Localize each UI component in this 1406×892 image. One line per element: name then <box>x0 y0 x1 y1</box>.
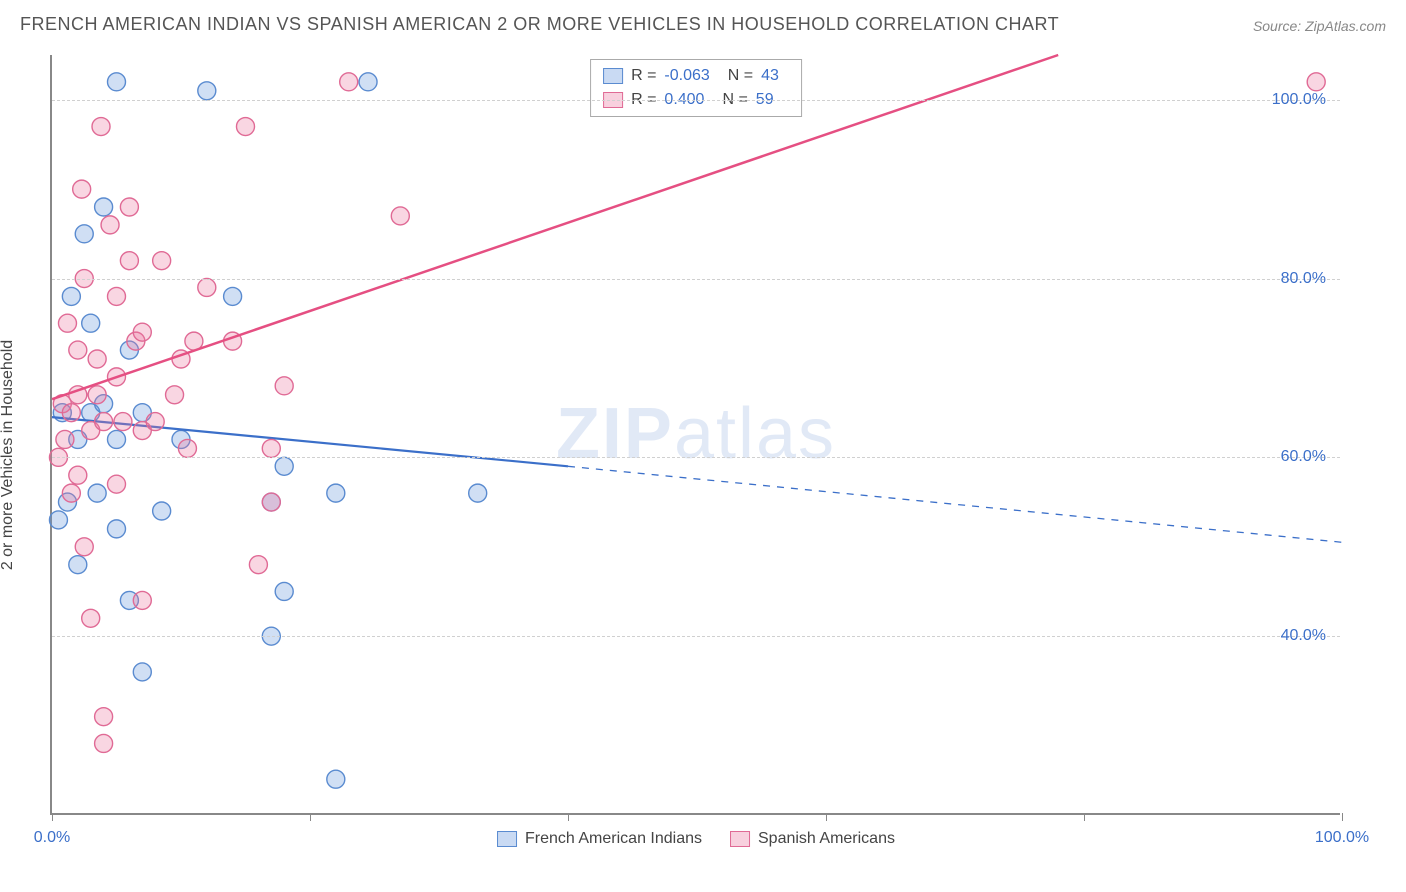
scatter-point <box>133 323 151 341</box>
scatter-point <box>178 439 196 457</box>
scatter-point <box>88 350 106 368</box>
scatter-point <box>120 252 138 270</box>
scatter-point <box>108 287 126 305</box>
y-tick-label: 80.0% <box>1281 270 1326 288</box>
scatter-point <box>108 475 126 493</box>
scatter-point <box>69 466 87 484</box>
source-attribution: Source: ZipAtlas.com <box>1253 18 1386 34</box>
swatch-icon <box>730 831 750 847</box>
plot-area: ZIPatlas R = -0.063 N = 43 R = 0.400 N =… <box>50 55 1340 815</box>
scatter-point <box>359 73 377 91</box>
x-tick <box>52 813 53 821</box>
scatter-point <box>108 430 126 448</box>
scatter-point <box>153 252 171 270</box>
scatter-point <box>262 439 280 457</box>
stat-value: -0.063 <box>664 64 709 88</box>
scatter-point <box>340 73 358 91</box>
scatter-point <box>275 582 293 600</box>
gridline <box>52 279 1340 280</box>
scatter-point <box>166 386 184 404</box>
scatter-point <box>75 225 93 243</box>
x-tick <box>826 813 827 821</box>
scatter-point <box>92 118 110 136</box>
scatter-point <box>62 287 80 305</box>
x-tick <box>1084 813 1085 821</box>
plot-svg <box>52 55 1340 813</box>
scatter-point <box>133 663 151 681</box>
scatter-point <box>73 180 91 198</box>
scatter-point <box>114 413 132 431</box>
x-tick-label: 100.0% <box>1315 829 1369 847</box>
scatter-point <box>469 484 487 502</box>
scatter-point <box>82 314 100 332</box>
scatter-point <box>49 511 67 529</box>
scatter-point <box>1307 73 1325 91</box>
stat-label: N = <box>728 64 753 88</box>
legend-label: French American Indians <box>525 830 702 848</box>
scatter-point <box>153 502 171 520</box>
swatch-icon <box>497 831 517 847</box>
scatter-point <box>69 556 87 574</box>
scatter-point <box>262 493 280 511</box>
x-tick <box>568 813 569 821</box>
scatter-point <box>95 198 113 216</box>
scatter-point <box>82 609 100 627</box>
scatter-point <box>62 404 80 422</box>
legend-item: French American Indians <box>497 830 702 848</box>
scatter-point <box>275 457 293 475</box>
y-tick-label: 40.0% <box>1281 627 1326 645</box>
scatter-point <box>327 484 345 502</box>
scatter-point <box>101 216 119 234</box>
scatter-point <box>62 484 80 502</box>
scatter-point <box>120 198 138 216</box>
scatter-point <box>88 386 106 404</box>
scatter-point <box>133 591 151 609</box>
scatter-point <box>146 413 164 431</box>
regression-line <box>52 55 1058 399</box>
y-axis-label: 2 or more Vehicles in Household <box>0 340 17 570</box>
scatter-point <box>198 278 216 296</box>
scatter-point <box>95 413 113 431</box>
scatter-point <box>88 484 106 502</box>
legend-item: Spanish Americans <box>730 830 895 848</box>
scatter-point <box>327 770 345 788</box>
stat-value: 43 <box>761 64 779 88</box>
scatter-point <box>275 377 293 395</box>
y-tick-label: 60.0% <box>1281 448 1326 466</box>
scatter-point <box>58 314 76 332</box>
series-legend: French American Indians Spanish American… <box>497 830 895 848</box>
scatter-point <box>391 207 409 225</box>
scatter-point <box>75 538 93 556</box>
scatter-point <box>95 708 113 726</box>
x-tick <box>310 813 311 821</box>
x-tick <box>1342 813 1343 821</box>
scatter-point <box>56 430 74 448</box>
scatter-point <box>249 556 267 574</box>
correlation-legend: R = -0.063 N = 43 R = 0.400 N = 59 <box>590 59 802 117</box>
x-tick-label: 0.0% <box>34 829 70 847</box>
scatter-point <box>224 287 242 305</box>
regression-line-extrapolated <box>568 466 1342 542</box>
y-tick-label: 100.0% <box>1272 91 1326 109</box>
scatter-point <box>108 520 126 538</box>
swatch-icon <box>603 68 623 84</box>
stat-label: R = <box>631 64 656 88</box>
gridline <box>52 100 1340 101</box>
gridline <box>52 457 1340 458</box>
scatter-point <box>95 734 113 752</box>
scatter-point <box>108 73 126 91</box>
legend-row: R = -0.063 N = 43 <box>603 64 789 88</box>
scatter-point <box>69 341 87 359</box>
gridline <box>52 636 1340 637</box>
chart-title: FRENCH AMERICAN INDIAN VS SPANISH AMERIC… <box>20 14 1059 35</box>
scatter-point <box>237 118 255 136</box>
legend-label: Spanish Americans <box>758 830 895 848</box>
scatter-point <box>198 82 216 100</box>
